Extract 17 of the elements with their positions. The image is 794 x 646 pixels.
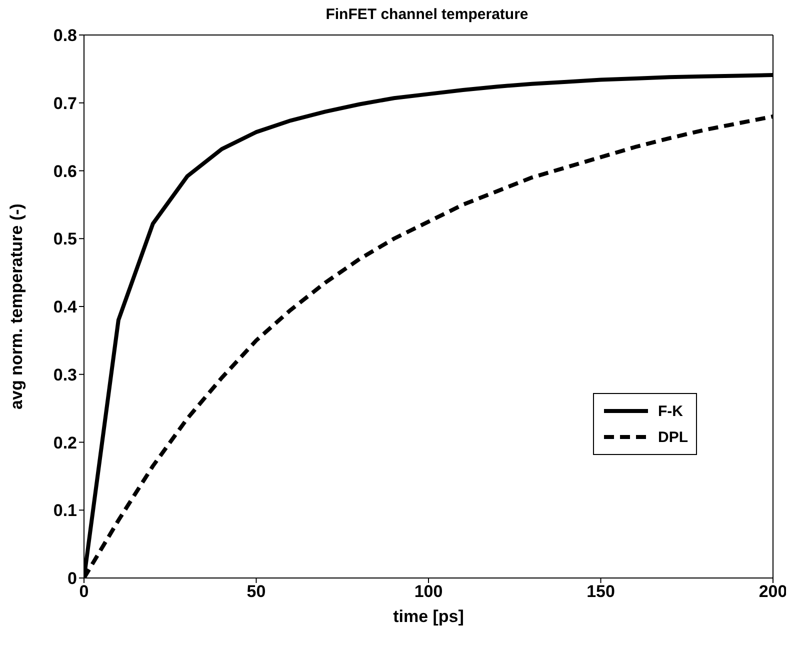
y-tick-label: 0.8 (53, 26, 77, 46)
y-tick-label: 0.5 (53, 230, 77, 249)
x-tick-label: 50 (246, 582, 266, 602)
legend-label: F-K (658, 402, 683, 420)
chart-title: FinFET channel temperature (324, 6, 530, 23)
x-tick-label: 100 (414, 582, 443, 602)
x-tick-label: 150 (586, 582, 615, 602)
y-tick-label: 0.6 (53, 162, 77, 181)
legend-label: DPL (658, 428, 688, 446)
y-tick-label: 0.4 (53, 298, 78, 317)
y-tick-label: 0.2 (53, 433, 77, 452)
x-axis-title: time [ps] (393, 607, 464, 626)
y-tick-label: 0.3 (53, 365, 77, 384)
y-axis-title: avg norm. temperature (-) (7, 204, 26, 410)
y-tick-label: 0.7 (53, 94, 77, 113)
y-tick-label: 0 (68, 569, 77, 588)
y-tick-label: 0.1 (53, 501, 77, 520)
